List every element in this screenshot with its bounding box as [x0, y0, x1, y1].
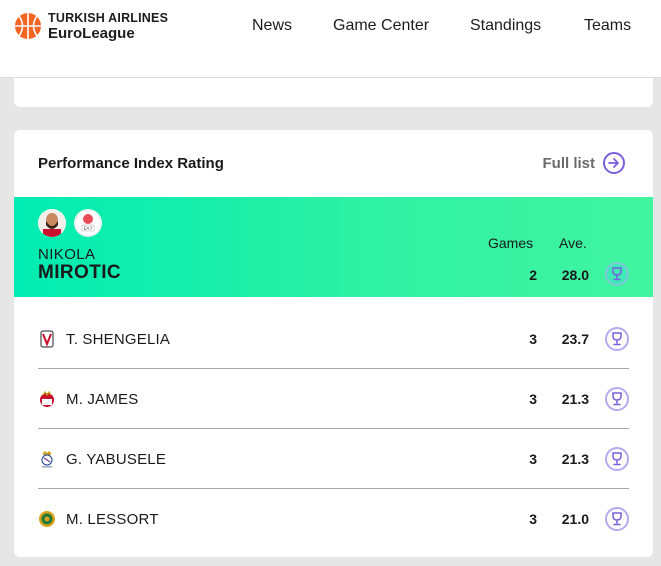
player-avatar — [38, 209, 66, 237]
trophy-icon[interactable] — [605, 387, 629, 411]
player-games: 3 — [529, 511, 537, 527]
trophy-icon[interactable] — [605, 447, 629, 471]
leader-average: 28.0 — [561, 267, 589, 283]
logo-sponsor-text: TURKISH AIRLINES — [48, 11, 169, 25]
table-row[interactable]: T. SHENGELIA 3 23.7 — [38, 309, 629, 369]
logo-league-text: EuroLeague — [48, 24, 135, 42]
games-column-header: Games — [488, 235, 534, 251]
real-madrid-logo-icon — [41, 451, 53, 468]
leader-first-name: NIKOLA — [38, 246, 96, 263]
table-row[interactable]: M. JAMES 3 21.3 — [38, 369, 629, 429]
player-name: M. LESSORT — [66, 511, 159, 528]
player-average: 23.7 — [561, 331, 589, 347]
nav-standings[interactable]: Standings — [470, 17, 542, 34]
nav-teams[interactable]: Teams — [584, 17, 632, 34]
trophy-icon[interactable] — [605, 262, 629, 286]
pir-card: Performance Index Rating Full list EA7 N… — [14, 130, 653, 557]
leader-last-name: MIROTIC — [38, 262, 122, 283]
player-average: 21.0 — [561, 511, 589, 527]
main-nav: News Game Center Standings Teams — [0, 17, 661, 37]
team-logo-icon: EA7 — [74, 209, 102, 237]
panathinaikos-logo-icon — [39, 511, 55, 527]
average-column-header: Ave. — [559, 235, 587, 251]
trophy-icon[interactable] — [605, 507, 629, 531]
player-games: 3 — [529, 391, 537, 407]
player-name: G. YABUSELE — [66, 451, 167, 468]
player-name: T. SHENGELIA — [66, 331, 171, 348]
site-header: TURKISH AIRLINES EuroLeague News Game Ce… — [0, 0, 661, 78]
full-list-link[interactable]: Full list — [542, 152, 625, 174]
arrow-right-icon — [603, 152, 625, 174]
leader-row[interactable]: EA7 NIKOLA MIROTIC Games Ave. 2 28.0 — [14, 197, 653, 297]
player-name: M. JAMES — [66, 391, 139, 408]
table-row[interactable]: M. LESSORT 3 21.0 — [38, 489, 629, 549]
player-games: 3 — [529, 331, 537, 347]
nav-game-center[interactable]: Game Center — [333, 17, 430, 34]
leader-games: 2 — [529, 267, 537, 283]
card-title: Performance Index Rating — [38, 155, 224, 172]
svg-text:EA7: EA7 — [84, 226, 93, 232]
player-games: 3 — [529, 451, 537, 467]
euroleague-logo[interactable]: TURKISH AIRLINES EuroLeague — [14, 12, 168, 41]
full-list-label: Full list — [542, 154, 596, 172]
table-row[interactable]: G. YABUSELE 3 21.3 — [38, 429, 629, 489]
virtus-logo-icon — [40, 330, 54, 348]
player-average: 21.3 — [561, 391, 589, 407]
trophy-icon[interactable] — [605, 327, 629, 351]
player-average: 21.3 — [561, 451, 589, 467]
basketball-logo-icon — [15, 13, 41, 40]
monaco-logo-icon — [40, 390, 54, 407]
nav-news[interactable]: News — [252, 17, 293, 34]
